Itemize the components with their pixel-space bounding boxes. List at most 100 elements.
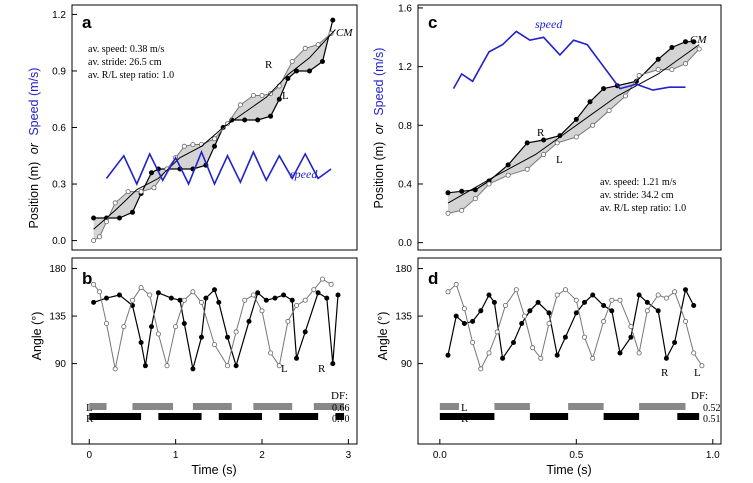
panel-a-l-point	[151, 185, 157, 191]
panel-b-r-point	[203, 295, 209, 301]
panel-d-l-point	[562, 287, 568, 293]
panel-a-r-point	[129, 209, 135, 215]
label-l-a: L	[282, 90, 289, 102]
panel-b-r-point	[335, 292, 341, 298]
panel-c-r-point	[655, 56, 661, 62]
panel-a-l-point	[268, 91, 274, 97]
panel-d-r-point	[519, 320, 525, 326]
label-speed-c: speed	[535, 17, 563, 31]
panel-d-r-point	[486, 292, 492, 298]
panel-c-ytick-label: 1.2	[398, 62, 412, 73]
panel-d-l-point	[554, 292, 560, 298]
panel-a-l-point	[302, 45, 308, 51]
panel-d-duty-l-bar	[639, 403, 686, 410]
panel-c-l-point	[554, 140, 560, 146]
label-l-d: L	[694, 367, 701, 379]
panel-a-ytick-label: 0.6	[52, 123, 66, 134]
panel-c-r-point	[587, 99, 593, 105]
panel-b-duty-l-bar	[192, 403, 232, 410]
panel-c-r-point	[573, 116, 579, 122]
panel-b-l-point	[328, 281, 334, 287]
panel-d-l-point	[628, 324, 634, 330]
panel-c-l-point	[590, 122, 596, 128]
panel-c-series-speed-line	[452, 30, 686, 91]
panel-b-l-point	[198, 299, 204, 305]
panel-a-r-point	[285, 76, 291, 82]
panel-d-r-point	[478, 308, 484, 314]
panel-c-y-ticks: 0.0 0.4 0.8 1.2 1.6	[398, 3, 423, 249]
panel-d-y-ticks: 90 135 180	[395, 264, 423, 370]
panel-d-series-r-line	[447, 287, 695, 361]
panel-d-label: d	[428, 269, 438, 288]
panel-b-r-point	[177, 297, 183, 303]
panel-b-xtick-label: 2	[259, 450, 265, 461]
panel-d-l-point	[546, 320, 552, 326]
panel-a-l-point	[211, 136, 217, 142]
panel-b-l-point	[164, 363, 170, 369]
panel-b-x-axis-label: Time (s)	[191, 463, 236, 477]
panel-b-xtick-label: 0	[86, 450, 92, 461]
panel-c-l-point	[655, 67, 661, 73]
panel-b-r-point	[302, 329, 308, 335]
panel-b-l-point	[242, 297, 248, 303]
panel-c-ytick-label: 0.0	[398, 238, 412, 249]
panel-c-ytick-label: 0.8	[398, 121, 412, 132]
panel-c-r-point	[691, 39, 697, 45]
panel-b-l-point	[285, 318, 291, 324]
panel-b-l-point	[268, 350, 274, 356]
annotation-ratio-c: av. R/L step ratio: 1.0	[600, 203, 686, 214]
panel-d-r-point	[527, 308, 533, 314]
panel-d-r-point	[573, 310, 579, 316]
panel-a-series-speed-line	[105, 149, 332, 187]
panel-d-l-point	[655, 292, 661, 298]
panel-d-r-point	[683, 287, 689, 293]
panel-c-r-point	[669, 45, 675, 51]
panel-b-angle: 90 135 180 0 1 2 3 b Angle (°) Time (s) L R D…	[30, 257, 358, 477]
panel-a-l-point	[91, 238, 97, 244]
panel-a-r-point	[268, 113, 274, 119]
panel-a-l-point	[104, 219, 110, 225]
panel-d-l-point	[617, 297, 623, 303]
panel-b-r-point	[330, 361, 336, 367]
panel-b-l-point	[129, 297, 135, 303]
panel-b-r-point	[263, 297, 269, 303]
duty-l-df-d: 0.52	[703, 403, 721, 414]
panel-d-y-axis-label: Angle (°)	[376, 312, 390, 361]
panel-d-frame	[417, 257, 722, 445]
panel-d-r-point	[601, 302, 607, 308]
panel-a-ytick-label: 0.0	[52, 236, 66, 247]
panel-c-l-point	[524, 166, 530, 172]
panel-d-l-point	[486, 350, 492, 356]
panel-b-r-point	[190, 366, 196, 372]
panel-d-r-point	[590, 292, 596, 298]
panel-b-r-point	[315, 290, 321, 296]
panel-d-xtick-label: 1.0	[706, 450, 720, 461]
panel-c-l-point	[636, 72, 642, 78]
panel-c-series-cm-line	[447, 44, 700, 204]
label-r-b: R	[318, 363, 326, 375]
panel-a-r-point	[148, 170, 154, 176]
panel-d-r-point	[644, 299, 650, 305]
panel-a-series	[91, 17, 336, 244]
panel-b-l-point	[224, 363, 230, 369]
duty-r-label-d: R	[461, 413, 469, 425]
panel-a-ytick-label: 0.3	[52, 180, 66, 191]
panel-b-l-point	[233, 329, 239, 335]
panel-a-l-point	[97, 234, 103, 240]
panel-d-l-point	[663, 295, 669, 301]
panel-c-y-axis-label: Position (m) or Speed (m/s)	[372, 48, 386, 209]
panel-d-r-point	[554, 352, 560, 358]
panel-b-r-point	[281, 292, 287, 298]
panel-a-r-point	[242, 117, 248, 123]
panel-d-r-point	[636, 292, 642, 298]
panel-b-r-point	[104, 295, 110, 301]
panel-d-duty-l-bar	[439, 403, 459, 410]
panel-d-xtick-label: 0.5	[569, 450, 583, 461]
panel-d-l-point	[530, 345, 536, 351]
panel-d-xtick-label: 0.0	[433, 450, 447, 461]
panel-b-l-point	[276, 363, 282, 369]
panel-a-l-point	[112, 200, 118, 206]
panel-d-r-point	[672, 339, 678, 345]
panel-d-x-axis-label: Time (s)	[546, 463, 591, 477]
